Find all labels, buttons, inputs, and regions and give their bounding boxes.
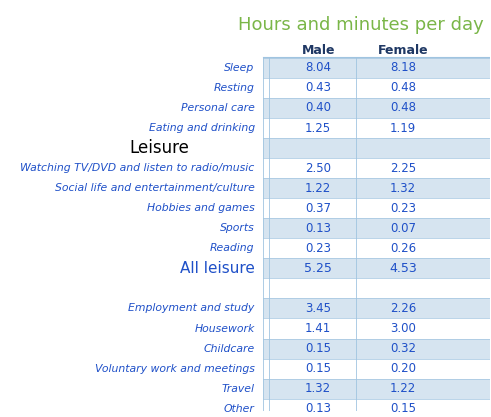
- Bar: [263, 359, 490, 379]
- Bar: [263, 78, 490, 98]
- Text: Watching TV/DVD and listen to radio/music: Watching TV/DVD and listen to radio/musi…: [21, 163, 255, 173]
- Text: 0.20: 0.20: [390, 362, 416, 375]
- Text: 0.48: 0.48: [390, 81, 416, 94]
- Text: 0.43: 0.43: [305, 81, 331, 94]
- Text: Reading: Reading: [210, 244, 255, 253]
- Text: Hours and minutes per day: Hours and minutes per day: [238, 16, 483, 34]
- Text: 1.41: 1.41: [305, 322, 331, 335]
- Text: 8.18: 8.18: [390, 61, 416, 74]
- Text: 0.13: 0.13: [305, 222, 331, 235]
- Bar: [263, 158, 490, 178]
- Text: 8.04: 8.04: [305, 61, 331, 74]
- Text: 0.15: 0.15: [390, 402, 416, 415]
- Bar: [263, 198, 490, 218]
- Text: 0.15: 0.15: [305, 342, 331, 355]
- Bar: [263, 238, 490, 259]
- Text: 0.15: 0.15: [305, 362, 331, 375]
- Text: 2.26: 2.26: [390, 302, 416, 315]
- Text: Travel: Travel: [221, 384, 255, 394]
- Text: Childcare: Childcare: [203, 344, 255, 354]
- Text: Sports: Sports: [220, 223, 255, 233]
- Text: 2.25: 2.25: [390, 162, 416, 175]
- Text: 1.25: 1.25: [305, 121, 331, 135]
- Text: Female: Female: [378, 44, 428, 58]
- Text: 1.19: 1.19: [390, 121, 416, 135]
- Text: 1.22: 1.22: [305, 182, 331, 195]
- Text: 3.45: 3.45: [305, 302, 331, 315]
- Text: 0.37: 0.37: [305, 202, 331, 215]
- Text: 0.23: 0.23: [390, 202, 416, 215]
- Text: 0.26: 0.26: [390, 242, 416, 255]
- Bar: [263, 319, 490, 339]
- Bar: [263, 259, 490, 279]
- Bar: [263, 178, 490, 198]
- Text: 0.23: 0.23: [305, 242, 331, 255]
- Bar: [263, 299, 490, 319]
- Text: 0.13: 0.13: [305, 402, 331, 415]
- Text: Voluntary work and meetings: Voluntary work and meetings: [95, 364, 255, 374]
- Text: 0.48: 0.48: [390, 101, 416, 115]
- Bar: [263, 218, 490, 238]
- Text: 0.07: 0.07: [390, 222, 416, 235]
- Bar: [263, 98, 490, 118]
- Text: Other: Other: [224, 404, 255, 414]
- Text: 1.22: 1.22: [390, 382, 416, 395]
- Text: All leisure: All leisure: [180, 261, 255, 276]
- Bar: [263, 118, 490, 138]
- Text: 1.32: 1.32: [390, 182, 416, 195]
- Text: 2.50: 2.50: [305, 162, 331, 175]
- Text: Leisure: Leisure: [130, 139, 190, 157]
- Text: 5.25: 5.25: [304, 262, 332, 275]
- Bar: [263, 339, 490, 359]
- Text: 0.32: 0.32: [390, 342, 416, 355]
- Text: Sleep: Sleep: [224, 63, 255, 73]
- Text: Male: Male: [301, 44, 335, 58]
- Bar: [263, 58, 490, 78]
- Bar: [263, 279, 490, 299]
- Text: Social life and entertainment/culture: Social life and entertainment/culture: [55, 183, 255, 193]
- Text: 4.53: 4.53: [389, 262, 417, 275]
- Text: 0.40: 0.40: [305, 101, 331, 115]
- Text: Resting: Resting: [214, 83, 255, 93]
- Bar: [263, 138, 490, 158]
- Text: Personal care: Personal care: [181, 103, 255, 113]
- Text: Eating and drinking: Eating and drinking: [149, 123, 255, 133]
- Text: Hobbies and games: Hobbies and games: [147, 203, 255, 213]
- Bar: [263, 379, 490, 399]
- Bar: [263, 399, 490, 417]
- Text: 3.00: 3.00: [390, 322, 416, 335]
- Text: Employment and study: Employment and study: [129, 304, 255, 314]
- Text: 1.32: 1.32: [305, 382, 331, 395]
- Text: Housework: Housework: [194, 324, 255, 334]
